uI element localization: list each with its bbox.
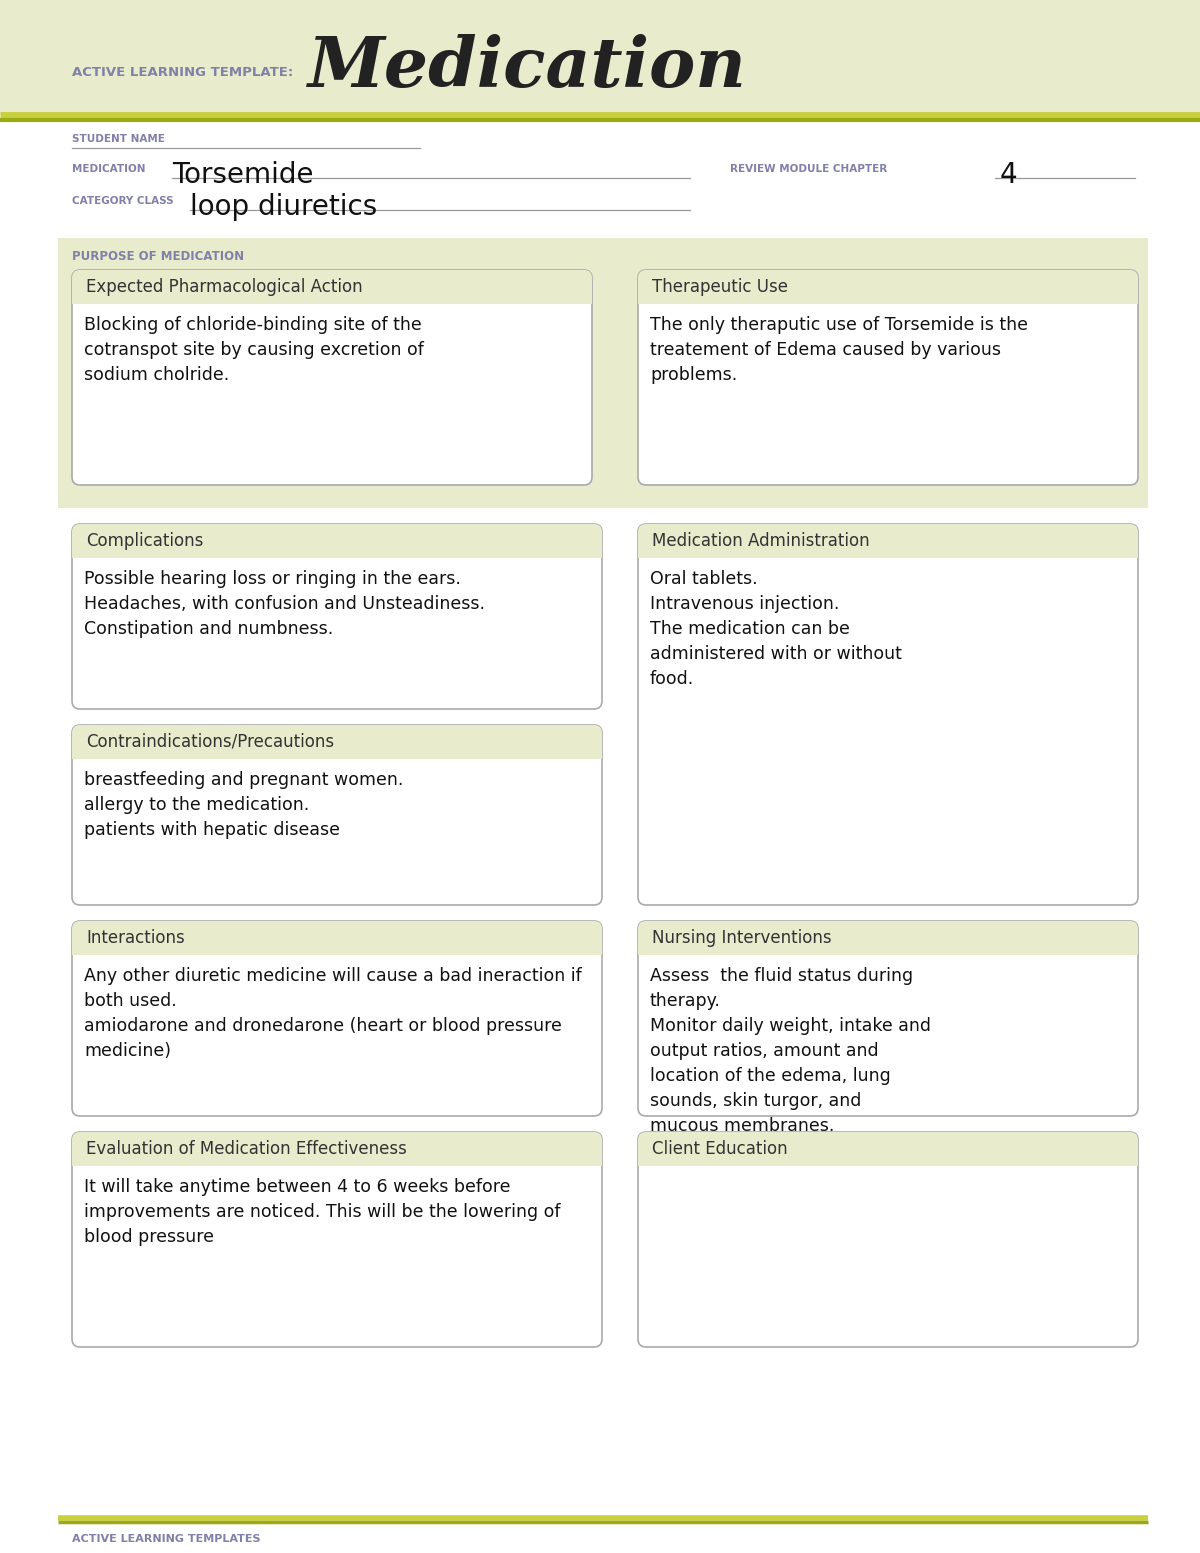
Text: ACTIVE LEARNING TEMPLATE:: ACTIVE LEARNING TEMPLATE: (72, 65, 293, 79)
FancyBboxPatch shape (638, 921, 1138, 955)
Text: CATEGORY CLASS: CATEGORY CLASS (72, 196, 174, 207)
Bar (0, 0, 1200, 115)
Text: Blocking of chloride-binding site of the
cotranspot site by causing excretion of: Blocking of chloride-binding site of the… (84, 315, 424, 384)
Text: Assess  the fluid status during
therapy.
Monitor daily weight, intake and
output: Assess the fluid status during therapy. … (650, 968, 931, 1135)
Text: Interactions: Interactions (86, 929, 185, 947)
FancyBboxPatch shape (72, 270, 592, 304)
FancyBboxPatch shape (638, 270, 1138, 485)
Text: Complications: Complications (86, 533, 203, 550)
FancyBboxPatch shape (72, 1132, 602, 1166)
FancyBboxPatch shape (638, 270, 1138, 304)
FancyBboxPatch shape (638, 921, 1138, 1117)
Text: MEDICATION: MEDICATION (72, 165, 145, 174)
Text: Expected Pharmacological Action: Expected Pharmacological Action (86, 278, 362, 297)
Bar (72, 297, 592, 304)
Text: The only theraputic use of Torsemide is the
treatement of Edema caused by variou: The only theraputic use of Torsemide is … (650, 315, 1028, 384)
Text: PURPOSE OF MEDICATION: PURPOSE OF MEDICATION (72, 250, 244, 262)
Text: Therapeutic Use: Therapeutic Use (652, 278, 788, 297)
Text: STUDENT NAME: STUDENT NAME (72, 134, 164, 144)
Bar (638, 947, 1138, 955)
Text: ACTIVE LEARNING TEMPLATES: ACTIVE LEARNING TEMPLATES (72, 1534, 260, 1544)
Text: It will take anytime between 4 to 6 weeks before
improvements are noticed. This : It will take anytime between 4 to 6 week… (84, 1179, 560, 1246)
Text: Oral tablets.
Intravenous injection.
The medication can be
administered with or : Oral tablets. Intravenous injection. The… (650, 570, 902, 688)
Text: breastfeeding and pregnant women.
allergy to the medication.
patients with hepat: breastfeeding and pregnant women. allerg… (84, 770, 403, 839)
Text: Any other diuretic medicine will cause a bad ineraction if
both used.
amiodarone: Any other diuretic medicine will cause a… (84, 968, 582, 1061)
Bar (638, 550, 1138, 558)
Text: Medication: Medication (308, 34, 746, 102)
FancyBboxPatch shape (72, 270, 592, 485)
FancyBboxPatch shape (72, 725, 602, 905)
FancyBboxPatch shape (638, 523, 1138, 905)
Text: Evaluation of Medication Effectiveness: Evaluation of Medication Effectiveness (86, 1140, 407, 1159)
FancyBboxPatch shape (72, 921, 602, 1117)
Text: Medication Administration: Medication Administration (652, 533, 870, 550)
Bar (638, 1159, 1138, 1166)
FancyBboxPatch shape (72, 523, 602, 710)
FancyBboxPatch shape (638, 1132, 1138, 1346)
Text: Possible hearing loss or ringing in the ears.
Headaches, with confusion and Unst: Possible hearing loss or ringing in the … (84, 570, 485, 638)
Bar (72, 550, 602, 558)
Text: 4: 4 (1000, 162, 1018, 189)
FancyBboxPatch shape (638, 523, 1138, 558)
FancyBboxPatch shape (72, 1132, 602, 1346)
Bar (58, 238, 1148, 508)
Text: REVIEW MODULE CHAPTER: REVIEW MODULE CHAPTER (730, 165, 887, 174)
Bar (72, 947, 602, 955)
Text: Nursing Interventions: Nursing Interventions (652, 929, 832, 947)
FancyBboxPatch shape (72, 725, 602, 759)
Text: Client Education: Client Education (652, 1140, 787, 1159)
Text: loop diuretics: loop diuretics (190, 193, 377, 221)
FancyBboxPatch shape (72, 523, 602, 558)
Bar (638, 297, 1138, 304)
FancyBboxPatch shape (638, 1132, 1138, 1166)
Text: Torsemide: Torsemide (172, 162, 313, 189)
Bar (72, 752, 602, 759)
FancyBboxPatch shape (72, 921, 602, 955)
Text: Contraindications/Precautions: Contraindications/Precautions (86, 733, 334, 752)
Bar (72, 1159, 602, 1166)
